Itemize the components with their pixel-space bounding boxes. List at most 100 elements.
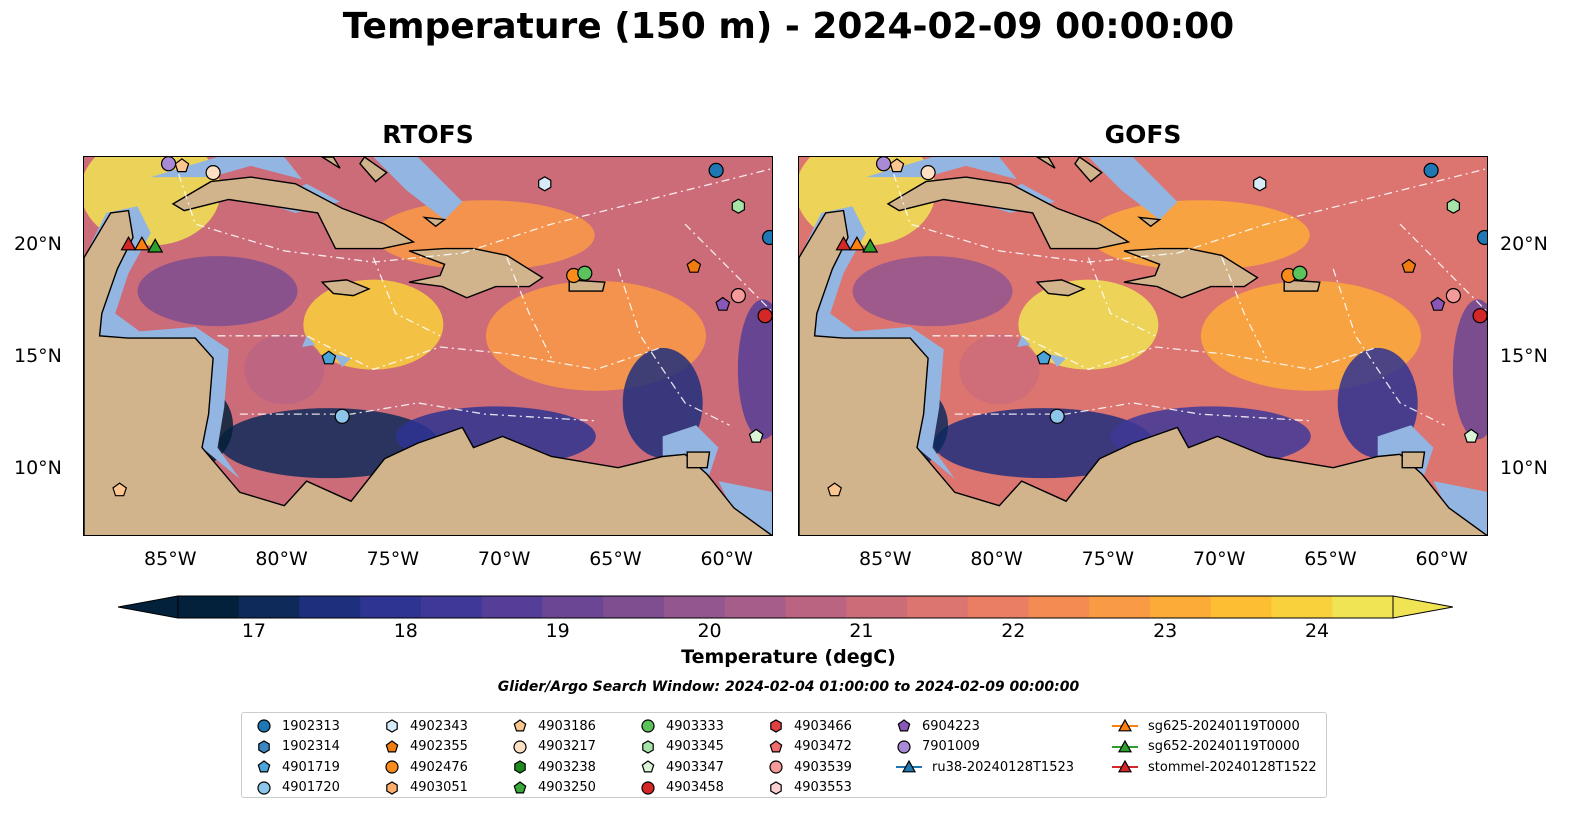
colorbar-tick-label: 19 — [545, 620, 570, 642]
shelf-7 — [302, 335, 316, 347]
legend-marker — [385, 739, 399, 752]
legend-label: 7901009 — [922, 739, 980, 754]
legend-label: 1902314 — [282, 739, 340, 754]
eez-line-1 — [932, 335, 1378, 371]
legend-marker — [641, 760, 655, 773]
map-marker-9 — [920, 165, 936, 181]
lat-tick-label-right: 20°N — [1500, 233, 1548, 256]
shelf-3 — [373, 157, 463, 220]
lon-tick-label: 65°W — [1304, 548, 1357, 570]
legend-item: 4903250 — [510, 778, 596, 798]
colorbar-segment — [238, 596, 300, 618]
legend-marker — [513, 739, 527, 754]
map-marker-7 — [174, 158, 190, 173]
map-marker-10 — [1292, 265, 1308, 281]
legend-marker — [642, 739, 654, 754]
shelf-1 — [865, 157, 1018, 180]
map-marker-7 — [889, 158, 905, 173]
map-marker-13 — [757, 308, 772, 324]
colorbar-tick-label: 21 — [849, 620, 874, 642]
lon-tick-label: 70°W — [477, 548, 531, 570]
figure-title: Temperature (150 m) - 2024-02-09 00:00:0… — [342, 6, 1235, 47]
legend-marker — [770, 780, 782, 795]
land-jamaica — [1035, 279, 1086, 297]
colorbar-segment — [967, 596, 1029, 618]
map-marker-8 — [112, 482, 128, 497]
lat-tick-label-left: 15°N — [14, 345, 62, 368]
eez-line-5 — [1087, 257, 1156, 337]
legend-marker — [1112, 718, 1138, 732]
legend-label: 4903333 — [666, 718, 724, 734]
legend-marker-shape — [513, 739, 527, 754]
legend-marker-shape — [642, 739, 654, 754]
legend-label: 4903539 — [794, 759, 852, 775]
legend-label: 4903466 — [794, 718, 852, 734]
colorbar-segment — [1210, 596, 1272, 618]
lon-tick-label: 75°W — [1081, 548, 1135, 570]
map-marker-3 — [334, 408, 350, 424]
legend-marker — [897, 739, 911, 754]
legend-item: 4903051 — [382, 778, 468, 798]
land-central-america — [84, 209, 772, 535]
map-gofs — [798, 156, 1488, 536]
legend-label: 4903345 — [666, 739, 724, 754]
map-marker-15 — [715, 296, 731, 311]
legend-marker — [1112, 739, 1138, 752]
legend-item: 4903553 — [766, 778, 852, 798]
lon-tick-label: 85°W — [859, 548, 912, 570]
eez-line-3 — [617, 268, 730, 426]
legend: 1902313 1902314 4901719 4901720 4902343 49023… — [241, 712, 1327, 798]
legend-label: 4901720 — [282, 780, 340, 795]
lon-tick-label: 65°W — [589, 548, 642, 570]
map-marker-14 — [730, 287, 746, 304]
lon-tick-label: 85°W — [144, 548, 197, 570]
legend-item: 4903466 — [766, 716, 852, 736]
legend-marker-shape — [1117, 739, 1133, 752]
legend-marker-shape — [1117, 759, 1133, 773]
legend-marker — [386, 719, 398, 733]
legend-marker — [1112, 759, 1138, 773]
legend-marker-shape — [1117, 718, 1133, 732]
land-bahamas-3 — [1137, 216, 1162, 228]
legend-marker-shape — [770, 780, 782, 795]
legend-item: 4903217 — [510, 737, 596, 757]
legend-item: 1902314 — [254, 737, 340, 757]
legend-marker-shape — [257, 780, 271, 795]
legend-marker-shape — [385, 760, 399, 774]
legend-marker-shape — [514, 760, 526, 774]
land-hispaniola — [408, 247, 544, 299]
land-hispaniola — [1123, 247, 1259, 299]
map-marker-15 — [1430, 296, 1446, 311]
search-window-text: Glider/Argo Search Window: 2024-02-04 01… — [497, 679, 1080, 695]
eez-line-6 — [684, 223, 772, 313]
colorbar — [117, 592, 1454, 622]
map-marker-2 — [321, 350, 337, 365]
eez-line-6 — [1399, 223, 1487, 313]
legend-label: 4901719 — [282, 759, 340, 775]
legend-marker — [385, 760, 399, 774]
legend-item: 4902343 — [382, 716, 468, 736]
colorbar-segment — [1150, 596, 1212, 618]
shelf-5 — [1433, 481, 1487, 535]
legend-marker — [896, 759, 922, 773]
land-jamaica — [320, 279, 371, 297]
eez-line-4 — [1221, 257, 1267, 359]
legend-marker-shape — [769, 760, 783, 774]
temp-field-11 — [244, 334, 325, 405]
legend-item: 1902313 — [254, 716, 340, 736]
legend-marker-shape — [641, 719, 655, 733]
colorbar-segment — [724, 596, 786, 618]
land-trinidad — [686, 451, 711, 469]
colorbar-segment — [785, 596, 847, 618]
land-cuba — [886, 176, 1131, 250]
legend-marker — [769, 739, 783, 752]
map-marker-1 — [761, 229, 772, 246]
map-marker-4 — [1253, 176, 1267, 192]
legend-label: 1902313 — [282, 718, 340, 734]
temp-field-7 — [1452, 299, 1487, 440]
map-marker-11 — [1446, 198, 1461, 214]
eez-line-2 — [954, 402, 1311, 422]
legend-label: sg625-20240119T0000 — [1148, 718, 1300, 734]
eez-line-5 — [372, 257, 441, 337]
legend-label: ru38-20240128T1523 — [932, 759, 1075, 775]
